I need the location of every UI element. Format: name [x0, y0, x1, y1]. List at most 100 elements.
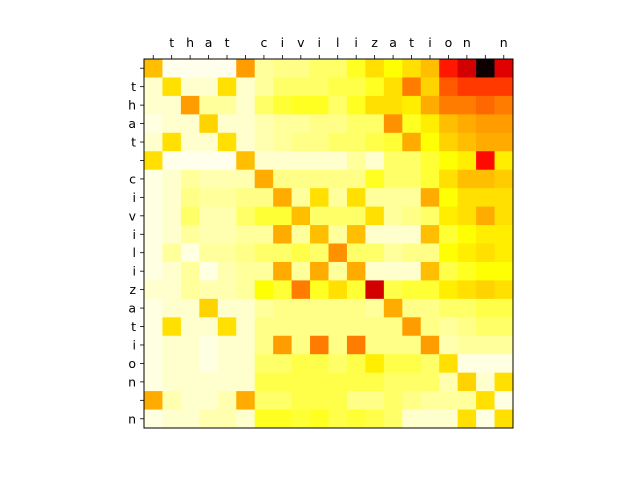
- heatmap-cell: [217, 188, 237, 207]
- heatmap-cell: [420, 206, 440, 226]
- heatmap-cell: [457, 151, 477, 171]
- heatmap-cell: [144, 225, 163, 244]
- heatmap-cell: [273, 280, 292, 300]
- heatmap-cell: [310, 225, 329, 244]
- heatmap-cell: [494, 206, 514, 226]
- heatmap-cell: [291, 225, 311, 244]
- heatmap-cell: [439, 335, 459, 355]
- x-tick-label: v: [297, 35, 305, 50]
- heatmap-cell: [254, 261, 274, 281]
- heatmap-cell: [180, 409, 200, 429]
- heatmap-cell: [420, 59, 440, 78]
- heatmap-cell: [439, 261, 459, 281]
- heatmap-cell: [457, 206, 477, 226]
- heatmap-cell: [402, 169, 422, 189]
- heatmap-cell: [310, 354, 329, 374]
- heatmap-cell: [162, 298, 182, 318]
- heatmap-cell: [328, 225, 348, 244]
- heatmap-cell: [273, 335, 292, 355]
- heatmap-cell: [254, 132, 274, 152]
- heatmap-cell: [346, 132, 366, 152]
- y-tick-label: l: [133, 245, 136, 260]
- heatmap-cell: [383, 95, 403, 115]
- heatmap-cell: [346, 77, 366, 97]
- heatmap-cell: [383, 188, 403, 207]
- heatmap-cell: [236, 372, 256, 392]
- y-tick-label: i: [133, 264, 136, 279]
- heatmap-cell: [273, 243, 292, 263]
- heatmap-cell: [328, 317, 348, 337]
- heatmap-cell: [310, 298, 329, 318]
- heatmap-cell: [365, 317, 385, 337]
- heatmap-cell: [494, 188, 514, 207]
- heatmap-cell: [402, 188, 422, 207]
- heatmap-cell: [236, 225, 256, 244]
- heatmap-cell: [144, 206, 163, 226]
- heatmap-cell: [291, 169, 311, 189]
- heatmap-cell: [439, 317, 459, 337]
- heatmap-cell: [383, 372, 403, 392]
- heatmap-cell: [199, 132, 219, 152]
- heatmap-cell: [199, 77, 219, 97]
- heatmap-cell: [254, 59, 274, 78]
- x-tick-label: i: [354, 35, 357, 50]
- heatmap-cell: [180, 77, 200, 97]
- heatmap-cell: [383, 132, 403, 152]
- heatmap-cell: [217, 280, 237, 300]
- heatmap-cell: [273, 372, 292, 392]
- heatmap-cell: [144, 409, 163, 429]
- heatmap-cell: [217, 243, 237, 263]
- heatmap-cell: [402, 151, 422, 171]
- heatmap-cell: [365, 243, 385, 263]
- heatmap-cell: [346, 151, 366, 171]
- heatmap-cell: [199, 280, 219, 300]
- heatmap-cell: [439, 409, 459, 429]
- heatmap-cell: [291, 132, 311, 152]
- heatmap-cell: [236, 280, 256, 300]
- heatmap-cell: [254, 151, 274, 171]
- heatmap-cell: [402, 206, 422, 226]
- heatmap-cell: [365, 409, 385, 429]
- heatmap-cell: [291, 391, 311, 410]
- heatmap-cell: [180, 372, 200, 392]
- heatmap-cell: [494, 317, 514, 337]
- heatmap-cell: [180, 114, 200, 134]
- heatmap-cell: [383, 206, 403, 226]
- heatmap-cell: [291, 354, 311, 374]
- heatmap-cell: [439, 372, 459, 392]
- heatmap-cell: [254, 409, 274, 429]
- heatmap-cell: [402, 354, 422, 374]
- heatmap-cell: [180, 225, 200, 244]
- heatmap-cell: [439, 169, 459, 189]
- heatmap-cell: [439, 132, 459, 152]
- heatmap-cell: [217, 206, 237, 226]
- heatmap-cell: [494, 261, 514, 281]
- heatmap-cell: [328, 243, 348, 263]
- heatmap-cell: [402, 317, 422, 337]
- heatmap-cell: [144, 335, 163, 355]
- heatmap-cell: [162, 261, 182, 281]
- heatmap-cell: [180, 280, 200, 300]
- heatmap-cell: [236, 317, 256, 337]
- heatmap-cell: [346, 188, 366, 207]
- heatmap-cell: [236, 261, 256, 281]
- heatmap-cell: [144, 372, 163, 392]
- heatmap-cell: [273, 95, 292, 115]
- heatmap-cell: [291, 372, 311, 392]
- heatmap-cell: [457, 317, 477, 337]
- heatmap-cell: [199, 188, 219, 207]
- x-tick-label: i: [318, 35, 321, 50]
- heatmap-cell: [420, 77, 440, 97]
- heatmap-cell: [199, 409, 219, 429]
- heatmap-cell: [420, 335, 440, 355]
- y-tick-label: t: [131, 135, 136, 150]
- heatmap-cell: [291, 188, 311, 207]
- heatmap-cell: [310, 59, 329, 78]
- heatmap-cell: [439, 77, 459, 97]
- heatmap-cell: [494, 114, 514, 134]
- heatmap-cell: [420, 243, 440, 263]
- heatmap-cell: [439, 188, 459, 207]
- heatmap-cell: [383, 243, 403, 263]
- heatmap-cell: [291, 317, 311, 337]
